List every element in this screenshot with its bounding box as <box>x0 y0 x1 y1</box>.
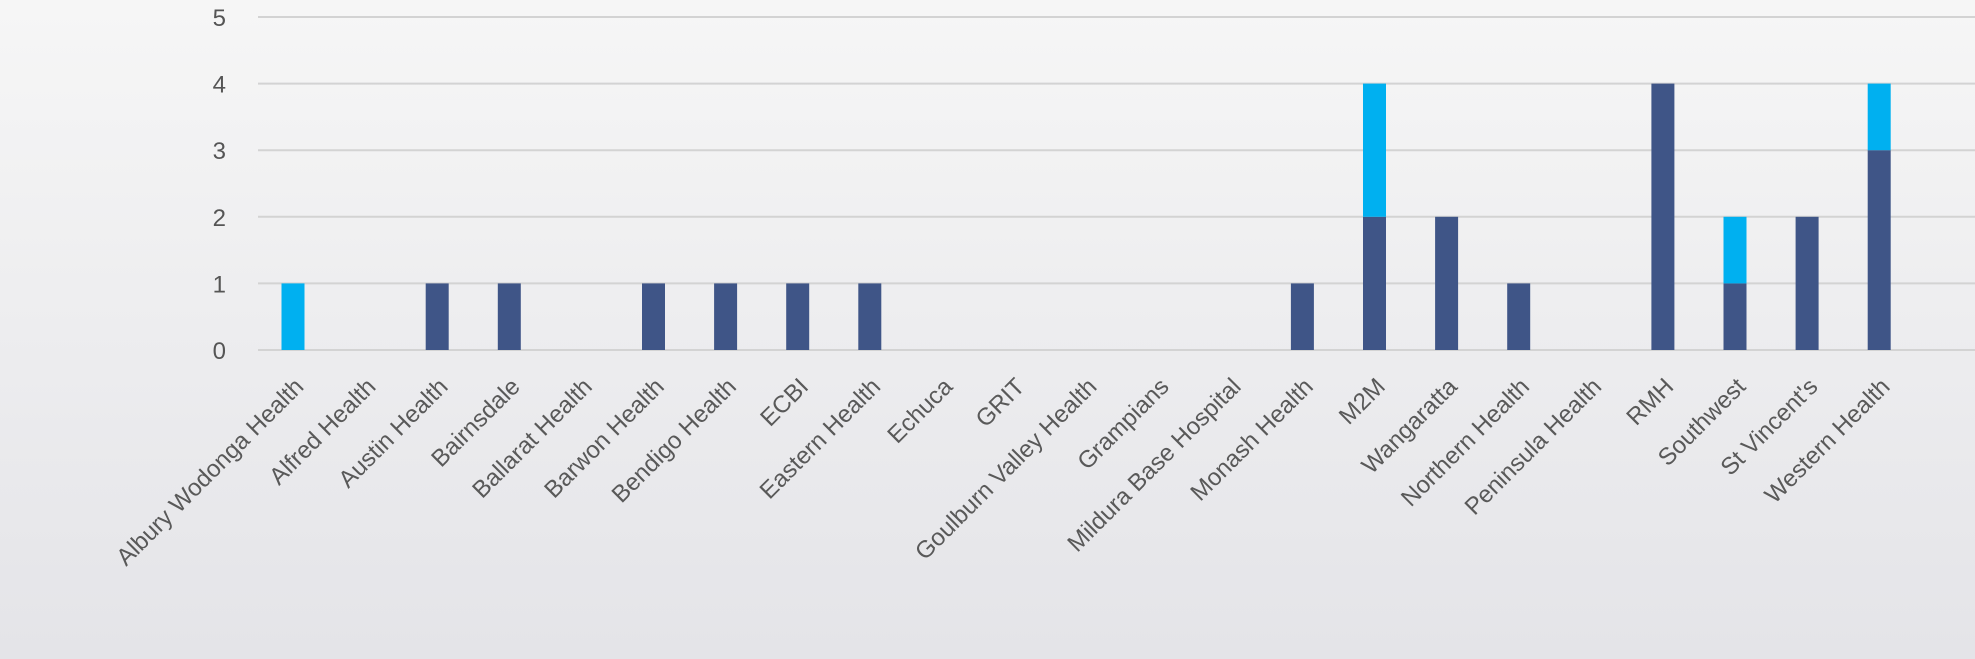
bar-segment-series-1 <box>858 283 882 350</box>
bar-segment-series-2 <box>281 283 305 350</box>
x-category-label: Monash Health <box>1185 373 1318 506</box>
bar-segment-series-1 <box>1435 216 1459 350</box>
x-category-label: ECBI <box>755 373 814 432</box>
x-category-label: Northern Health <box>1396 373 1535 512</box>
bar-segment-series-1 <box>1651 83 1675 350</box>
bar-segment-series-1 <box>1290 283 1314 350</box>
bar-segment-series-2 <box>1867 83 1891 151</box>
bar-segment-series-1 <box>497 283 521 350</box>
x-category-label: M2M <box>1334 373 1391 430</box>
bar-segment-series-1 <box>1723 283 1747 350</box>
x-category-label: Echuca <box>882 373 958 449</box>
bars <box>281 83 1891 350</box>
gridlines <box>258 16 1975 351</box>
bar-segment-series-1 <box>1795 216 1819 350</box>
bar-segment-series-2 <box>1723 216 1747 284</box>
x-category-label: Peninsula Health <box>1460 373 1607 520</box>
bar-segment-series-1 <box>1363 216 1386 350</box>
y-tick-label: 1 <box>213 271 226 298</box>
x-category-label: RMH <box>1621 373 1679 431</box>
y-tick-label: 0 <box>213 338 226 365</box>
bar-segment-series-1 <box>425 283 449 350</box>
y-tick-label: 4 <box>213 72 226 99</box>
y-tick-label: 3 <box>213 138 226 165</box>
bar-segment-series-1 <box>642 283 665 350</box>
bar-segment-series-1 <box>1507 283 1531 350</box>
x-category-label: Bendigo Health <box>607 373 742 508</box>
x-category-label: Western Health <box>1760 373 1896 509</box>
y-tick-label: 5 <box>213 5 226 32</box>
x-category-label: GRIT <box>971 373 1031 433</box>
bar-segment-series-2 <box>1363 83 1386 217</box>
y-tick-label: 2 <box>213 205 226 232</box>
bar-segment-series-1 <box>786 283 810 350</box>
bar-segment-series-1 <box>714 283 738 350</box>
bar-segment-series-1 <box>1867 150 1891 350</box>
y-axis-tick-labels: 0 1 2 3 4 5 <box>213 5 226 365</box>
